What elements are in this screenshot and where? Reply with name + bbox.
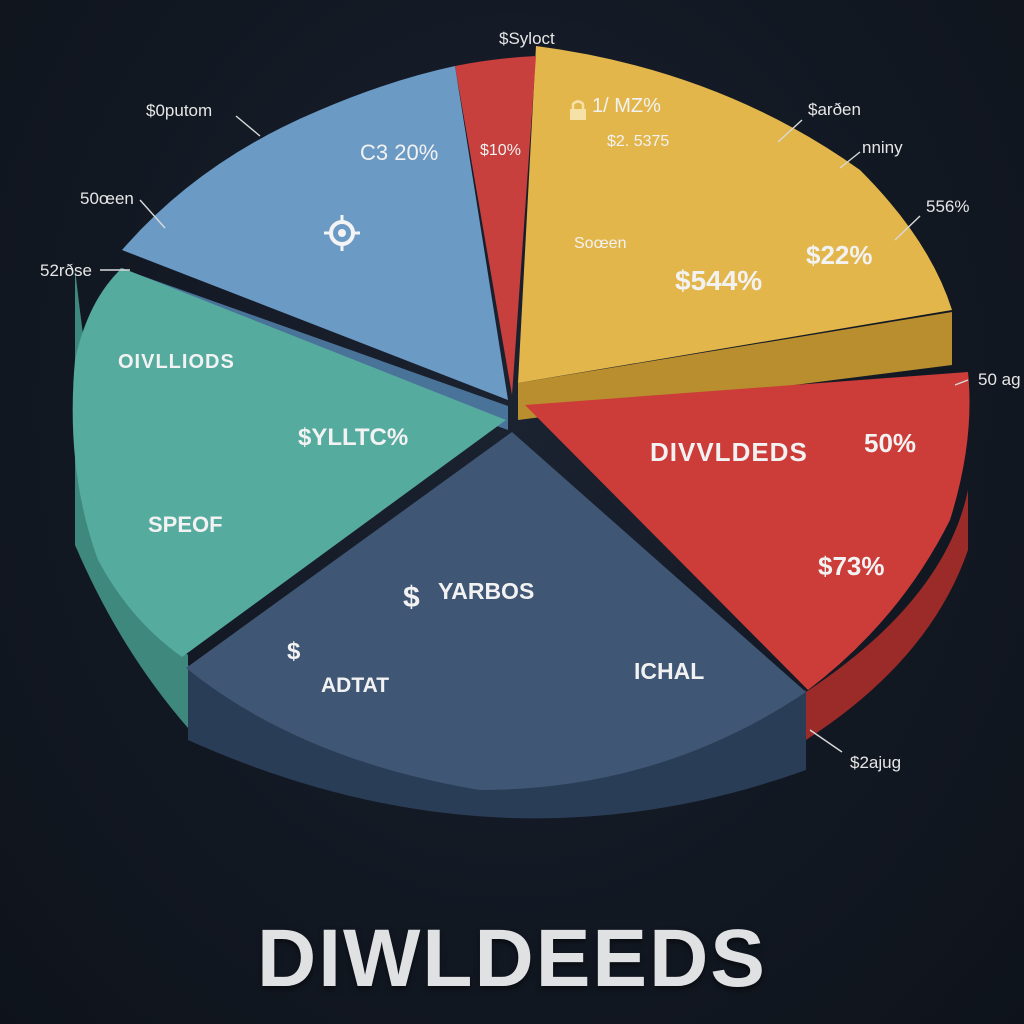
callout-label-0: $Syloct: [499, 29, 555, 48]
gold-slice-side: [518, 312, 952, 420]
navy-label-4: ICHAL: [634, 658, 704, 684]
navy-label-1: YARBOS: [438, 578, 534, 604]
teal-label-0: OIVLLIODS: [118, 351, 235, 373]
lock-icon: [570, 100, 586, 120]
teal-label-1: $YLLTC%: [298, 424, 408, 451]
steelblue-label-0: C3 20%: [360, 140, 438, 165]
gold-label-2: Soœen: [574, 235, 626, 252]
slice-labels: C3 20% $10% 1/ MZ% $2. 5375 Soœen $544% …: [118, 95, 916, 697]
callout-labels: $Syloct $0putom 50œen 52rðse $arðen nnin…: [40, 29, 1021, 772]
smallred-label-0: $10%: [480, 142, 521, 159]
red-label-1: 50%: [864, 428, 916, 458]
gold-label-3: $544%: [675, 265, 762, 296]
navy-label-2: $: [287, 638, 301, 665]
pie-slice-steelblue: [122, 66, 508, 400]
teal-label-2: SPEOF: [148, 512, 223, 537]
navy-label-3: ADTAT: [321, 674, 389, 697]
gold-label-1: $2. 5375: [607, 133, 669, 150]
callout-label-5: nniny: [862, 138, 903, 157]
callout-label-1: $0putom: [146, 101, 212, 120]
pie-slice-teal: [72, 268, 507, 657]
red-slice-side: [806, 490, 968, 740]
callout-label-3: 52rðse: [40, 261, 92, 280]
pie-slice-smallred: [455, 56, 536, 395]
callout-lines: [100, 115, 969, 753]
callout-label-2: 50œen: [80, 189, 134, 208]
pie-slice-gold: [518, 46, 952, 383]
gold-label-0: 1/ MZ%: [592, 95, 661, 117]
callout-label-8: $2ajug: [850, 753, 901, 772]
pie-slice-red: [525, 372, 970, 690]
red-label-0: DIVVLDEDS: [650, 437, 808, 467]
red-label-2: $73%: [818, 551, 885, 581]
pie-slice-navy: [186, 432, 806, 790]
chart-title: DIWLDEEDS: [257, 913, 767, 1004]
gold-label-4: $22%: [806, 240, 873, 270]
navy-label-0: $: [403, 581, 420, 614]
callout-label-7: 50 ag: [978, 370, 1021, 389]
target-icon: [324, 215, 360, 251]
callout-label-6: 556%: [926, 197, 969, 216]
pie-slices: [72, 46, 970, 790]
callout-label-4: $arðen: [808, 100, 861, 119]
